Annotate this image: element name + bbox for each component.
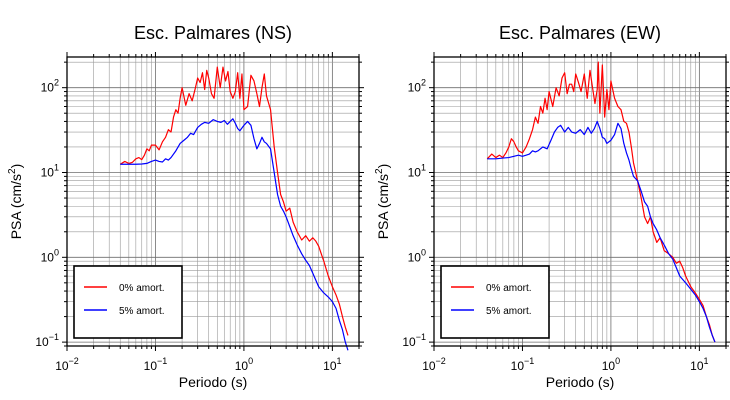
chart-1-legend-label: 5% amort. — [119, 306, 165, 317]
chart-1-legend: 0% amort. 5% amort. — [73, 265, 183, 339]
chart-2-y-tick-label: 102 — [408, 78, 426, 95]
chart-2-x-axis-label: Periodo (s) — [546, 374, 614, 390]
chart-1-y-tick-label: 10−1 — [35, 332, 59, 349]
chart-1-legend-box — [73, 265, 183, 339]
chart-2-y-tick-label: 100 — [408, 247, 426, 264]
chart-1-x-tick-label: 101 — [323, 356, 341, 373]
chart-1-x-tick-label: 100 — [235, 356, 253, 373]
chart-1-legend-label: 0% amort. — [119, 283, 165, 294]
chart-1-frame — [66, 56, 360, 347]
chart-1-ticks — [62, 52, 364, 351]
chart-2-x-tick-label: 101 — [690, 356, 708, 373]
chart-2-y-axis-label: PSA (cm/s2) — [374, 164, 391, 240]
chart-1-title: Esc. Palmares (NS) — [134, 23, 292, 43]
chart-2-x-tick-label: 10−1 — [511, 356, 535, 373]
chart-2-legend-label: 0% amort. — [486, 283, 532, 294]
chart-1: 10−2 10−1 100 101 10−1 100 101 102 Esc. Palmares… — [7, 23, 364, 390]
chart-1-x-tick-label: 10−2 — [55, 356, 79, 373]
chart-2-legend-label: 5% amort. — [486, 306, 532, 317]
chart-2-legend-box — [440, 265, 550, 339]
chart-2-x-tick-label: 100 — [602, 356, 620, 373]
chart-1-y-tick-label: 102 — [41, 78, 59, 95]
chart-1-y-tick-label: 101 — [41, 162, 59, 179]
chart-2-series-blue-line — [487, 120, 716, 343]
chart-2-legend: 0% amort. 5% amort. — [440, 265, 550, 339]
chart-2-x-tick-label: 10−2 — [422, 356, 446, 373]
chart-1-series-blue-line — [120, 118, 349, 351]
chart-2-frame — [433, 56, 727, 347]
chart-1-y-axis-label: PSA (cm/s2) — [7, 164, 24, 240]
chart-1-x-tick-label: 10−1 — [144, 356, 168, 373]
chart-2-ticks — [429, 52, 730, 351]
chart-1-series-red-line — [119, 66, 349, 336]
chart-2-y-tick-label: 101 — [408, 162, 426, 179]
chart-1-x-axis-label: Periodo (s) — [179, 374, 247, 390]
chart-2-title: Esc. Palmares (EW) — [499, 23, 661, 43]
chart-1-y-tick-label: 100 — [41, 247, 59, 264]
chart-2-y-tick-label: 10−1 — [402, 332, 426, 349]
chart-2: 10−2 10−1 100 101 10−1 100 101 102 Esc. Palmares… — [374, 23, 730, 390]
